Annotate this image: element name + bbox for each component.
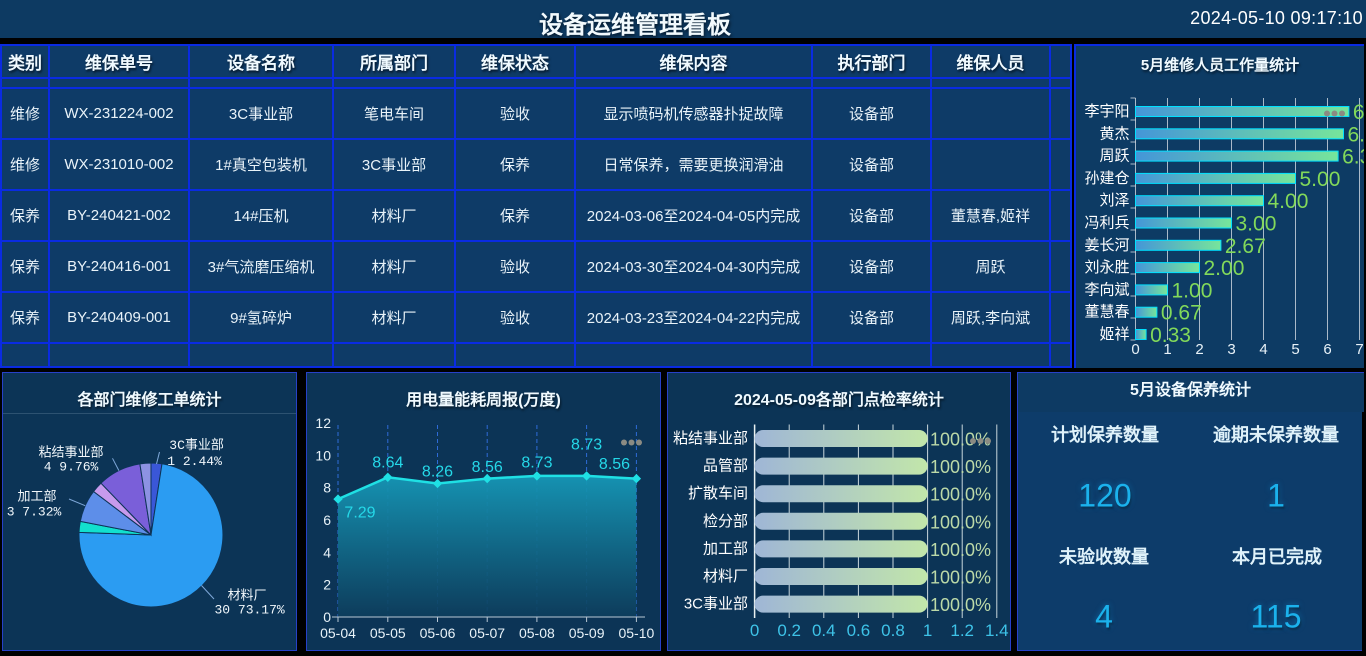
svg-text:8.64: 8.64 [372, 455, 403, 472]
svg-text:3.00: 3.00 [1236, 213, 1277, 236]
svg-text:6: 6 [1323, 341, 1331, 358]
svg-text:5: 5 [1291, 341, 1299, 358]
svg-text:3 7.32%: 3 7.32% [7, 505, 62, 520]
svg-text:100.0%: 100.0% [930, 485, 991, 505]
svg-text:品管部: 品管部 [703, 458, 748, 475]
svg-text:材料厂: 材料厂 [227, 589, 266, 604]
svg-text:05-09: 05-09 [569, 625, 605, 641]
svg-text:8.73: 8.73 [521, 455, 552, 472]
svg-text:100.0%: 100.0% [930, 568, 991, 588]
svg-text:4: 4 [1259, 341, 1267, 358]
svg-text:2: 2 [323, 577, 331, 593]
svg-text:05-04: 05-04 [320, 625, 356, 641]
svg-text:100.0%: 100.0% [930, 512, 991, 532]
svg-text:0.33: 0.33 [1150, 324, 1191, 347]
svg-text:1: 1 [1163, 341, 1171, 358]
svg-text:李向斌: 李向斌 [1084, 281, 1129, 298]
svg-text:0.6: 0.6 [847, 621, 871, 640]
svg-text:加工部: 加工部 [17, 490, 56, 505]
svg-text:姜长河: 姜长河 [1084, 237, 1129, 254]
svg-text:5.00: 5.00 [1300, 168, 1341, 191]
svg-text:董慧春: 董慧春 [1084, 304, 1129, 321]
svg-text:4 9.76%: 4 9.76% [44, 460, 99, 475]
svg-text:100.0%: 100.0% [930, 595, 991, 615]
svg-text:姬祥: 姬祥 [1099, 326, 1129, 343]
svg-text:7.29: 7.29 [344, 505, 375, 522]
svg-text:4: 4 [323, 544, 331, 560]
svg-text:8.56: 8.56 [599, 456, 630, 473]
svg-text:2.67: 2.67 [1225, 235, 1266, 258]
svg-text:0: 0 [1131, 341, 1139, 358]
svg-text:6: 6 [323, 512, 331, 528]
svg-text:10: 10 [315, 447, 331, 463]
svg-text:粘结事业部: 粘结事业部 [38, 446, 103, 461]
svg-text:05-10: 05-10 [618, 625, 654, 641]
svg-text:8.56: 8.56 [472, 459, 503, 476]
svg-text:1 2.44%: 1 2.44% [167, 454, 222, 469]
svg-text:李宇阳: 李宇阳 [1084, 103, 1129, 120]
svg-text:0.67: 0.67 [1161, 302, 1202, 325]
svg-text:7: 7 [1355, 341, 1363, 358]
svg-text:冯利兵: 冯利兵 [1084, 215, 1129, 232]
svg-text:30 73.17%: 30 73.17% [214, 603, 284, 618]
svg-text:8: 8 [323, 480, 331, 496]
svg-text:3C事业部: 3C事业部 [169, 438, 224, 453]
svg-text:材料厂: 材料厂 [703, 568, 748, 585]
svg-text:3: 3 [1227, 341, 1235, 358]
svg-text:8.26: 8.26 [422, 464, 453, 481]
svg-text:0.2: 0.2 [777, 621, 801, 640]
svg-text:05-06: 05-06 [420, 625, 456, 641]
svg-text:05-05: 05-05 [370, 625, 406, 641]
svg-text:05-08: 05-08 [519, 625, 555, 641]
svg-text:周跃: 周跃 [1099, 148, 1129, 165]
svg-text:100.0%: 100.0% [930, 430, 991, 450]
svg-text:2.00: 2.00 [1204, 257, 1245, 280]
svg-text:刘泽: 刘泽 [1099, 192, 1129, 209]
svg-text:3C事业部: 3C事业部 [684, 596, 748, 613]
svg-text:1: 1 [923, 621, 932, 640]
svg-text:05-07: 05-07 [469, 625, 505, 641]
svg-text:孙建仓: 孙建仓 [1084, 170, 1129, 187]
svg-text:0: 0 [323, 609, 331, 625]
svg-text:12: 12 [315, 415, 331, 431]
svg-text:1.2: 1.2 [950, 621, 974, 640]
svg-text:1.4: 1.4 [985, 621, 1009, 640]
svg-text:0: 0 [750, 621, 759, 640]
svg-text:6.50: 6.50 [1348, 123, 1365, 146]
svg-text:4.00: 4.00 [1268, 190, 1309, 213]
svg-text:8.73: 8.73 [571, 437, 602, 454]
svg-text:2: 2 [1195, 341, 1203, 358]
svg-text:100.0%: 100.0% [930, 540, 991, 560]
svg-text:0.8: 0.8 [881, 621, 905, 640]
svg-text:黄杰: 黄杰 [1099, 125, 1129, 142]
svg-text:6.67: 6.67 [1353, 101, 1364, 124]
svg-text:6.33: 6.33 [1342, 146, 1364, 169]
svg-text:100.0%: 100.0% [930, 457, 991, 477]
svg-text:扩散车间: 扩散车间 [688, 485, 748, 502]
svg-text:刘永胜: 刘永胜 [1084, 259, 1129, 276]
svg-text:1.00: 1.00 [1172, 279, 1213, 302]
svg-text:检分部: 检分部 [703, 513, 748, 530]
svg-text:0.4: 0.4 [812, 621, 836, 640]
svg-text:粘结事业部: 粘结事业部 [673, 430, 748, 447]
svg-text:加工部: 加工部 [703, 540, 748, 557]
